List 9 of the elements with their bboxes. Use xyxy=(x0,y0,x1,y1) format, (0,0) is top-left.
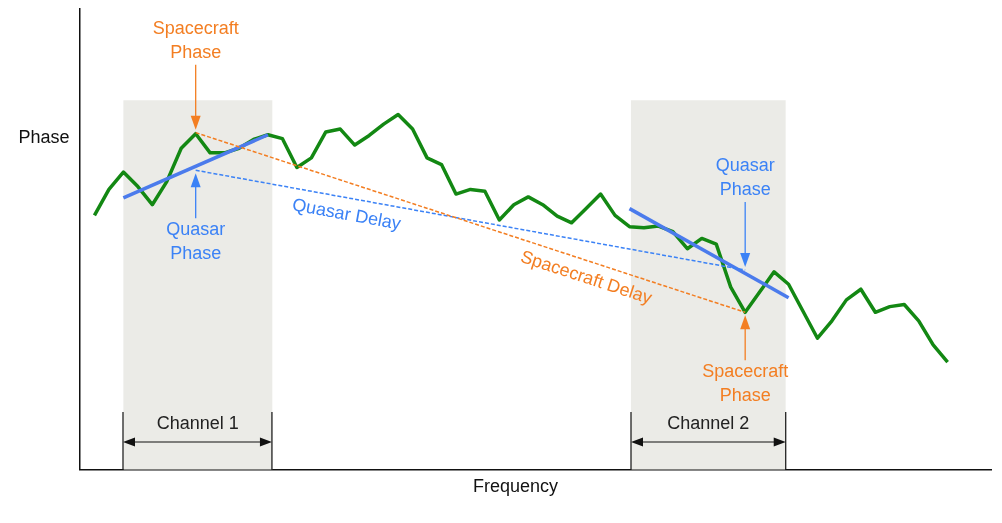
text: Spacecraft Phase xyxy=(152,17,239,62)
annotation: Quasar Phase xyxy=(715,155,775,200)
annotation: Channel 2 xyxy=(667,412,750,433)
text: Quasar Delay xyxy=(290,194,403,234)
annotation: Spacecraft Phase xyxy=(702,361,789,406)
annotation: Quasar Phase xyxy=(166,219,226,264)
y-axis-title: Phase xyxy=(18,126,70,147)
annotation: Channel 1 xyxy=(156,412,239,433)
x-axis-title: Frequency xyxy=(472,475,559,496)
